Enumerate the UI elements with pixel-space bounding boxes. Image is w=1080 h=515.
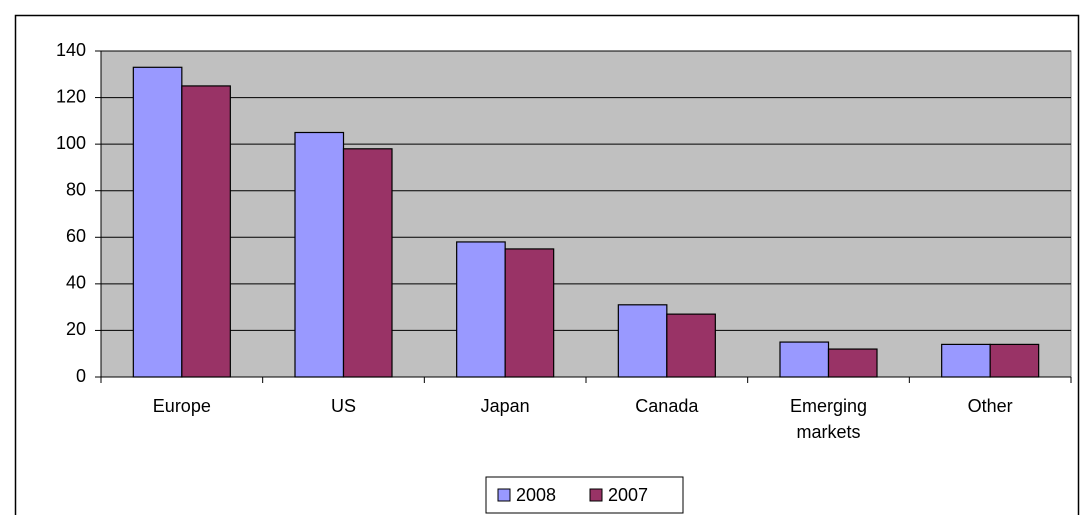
y-tick-label: 60: [66, 226, 86, 246]
bar: [342, 148, 393, 378]
bar: [779, 341, 830, 378]
bar: [294, 131, 345, 378]
x-tick-label: Europe: [152, 396, 211, 416]
y-tick-label: 120: [56, 86, 86, 106]
bar: [132, 66, 183, 378]
bar: [617, 304, 668, 378]
legend-swatch: [589, 488, 603, 502]
bar: [989, 343, 1040, 378]
x-tick-label: Japan: [480, 396, 530, 416]
legend: 2008 2007: [485, 476, 684, 514]
y-tick-label: 80: [66, 179, 86, 199]
x-tick-label: Emerging markets: [789, 396, 868, 442]
y-tick-label: 0: [76, 366, 86, 386]
x-tick-label: Canada: [635, 396, 699, 416]
legend-label: 2007: [608, 485, 648, 505]
legend-label: 2008: [516, 485, 556, 505]
x-tick-label: US: [330, 396, 356, 416]
bar: [666, 313, 716, 378]
y-tick-label: 40: [66, 273, 86, 293]
y-tick-label: 140: [56, 40, 86, 60]
bar: [504, 248, 555, 378]
legend-swatch: [497, 488, 511, 502]
y-tick-label: 20: [66, 319, 86, 339]
bar: [827, 348, 878, 378]
y-tick-label: 100: [56, 133, 86, 153]
legend-box: [485, 476, 684, 514]
bar: [456, 241, 506, 378]
bar: [181, 85, 231, 378]
bar: [941, 343, 991, 378]
plot-area: [100, 50, 1072, 378]
x-tick-label: Other: [967, 396, 1013, 416]
